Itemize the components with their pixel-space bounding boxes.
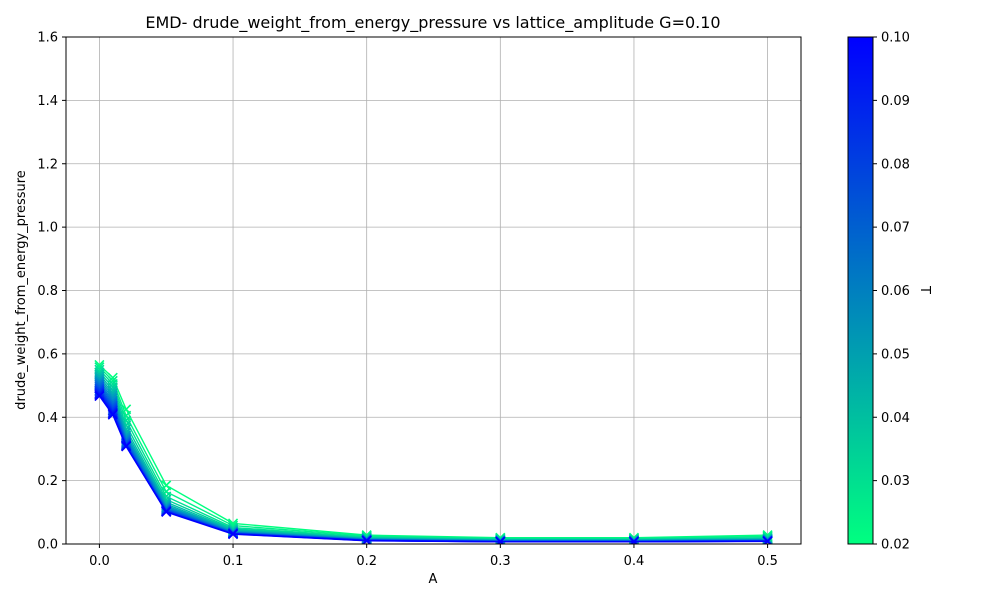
chart-title: EMD- drude_weight_from_energy_pressure v… (145, 13, 720, 33)
colorbar-tick-label: 0.08 (881, 157, 910, 172)
colorbar-tick-label: 0.03 (881, 474, 910, 489)
colorbar-tick-label: 0.06 (881, 284, 910, 299)
y-tick-label: 1.2 (37, 157, 58, 172)
data-point-marker (762, 536, 773, 544)
series-15 (94, 389, 773, 544)
y-tick-label: 0.8 (37, 284, 58, 299)
colorbar-tick-label: 0.10 (881, 31, 910, 46)
colorbar-tick-label: 0.07 (881, 221, 910, 236)
colorbar-ticks: 0.02 0.03 0.04 0.05 0.06 0.07 0.08 0.09 0.10 (873, 31, 910, 553)
x-axis-label: A (429, 572, 438, 587)
series-line (98, 374, 768, 541)
series-16 (94, 390, 773, 544)
y-axis: 0.0 0.2 0.4 0.6 0.8 1.0 1.2 1.4 1.6 (37, 31, 66, 553)
data-point-marker (161, 506, 172, 518)
x-tick-label: 0.5 (757, 554, 778, 569)
grid (66, 36, 801, 545)
series-line (98, 371, 768, 541)
x-tick-label: 0.1 (223, 554, 244, 569)
x-axis: 0.0 0.1 0.2 0.3 0.4 0.5 (89, 544, 778, 569)
y-tick-label: 1.6 (37, 31, 58, 46)
data-point-marker (94, 386, 105, 397)
data-point-marker (121, 441, 132, 452)
x-tick-label: 0.3 (490, 554, 511, 569)
y-tick-label: 0.6 (37, 347, 58, 362)
colorbar-tick-label: 0.05 (881, 347, 910, 362)
colorbar-tick-label: 0.02 (881, 538, 910, 553)
data-point-marker (94, 388, 105, 399)
colorbar-tick-label: 0.09 (881, 94, 910, 109)
data-point-marker (94, 389, 105, 400)
y-tick-label: 0.2 (37, 474, 58, 489)
series-group (94, 359, 773, 544)
y-tick-label: 0.4 (37, 411, 58, 426)
x-tick-label: 0.4 (624, 554, 645, 569)
data-point-marker (495, 536, 506, 544)
colorbar-tick-label: 0.04 (881, 411, 910, 426)
y-tick-label: 0.0 (37, 538, 58, 553)
colorbar-label: T (917, 285, 932, 294)
data-point-marker (94, 359, 105, 371)
data-point-marker (227, 529, 239, 540)
colorbar: 0.02 0.03 0.04 0.05 0.06 0.07 0.08 0.09 0.10 T (847, 31, 932, 553)
x-tick-label: 0.0 (89, 554, 110, 569)
data-point-marker (107, 409, 118, 420)
x-tick-label: 0.2 (356, 554, 377, 569)
y-tick-label: 1.0 (37, 221, 58, 236)
data-point-marker (94, 390, 105, 402)
data-point-marker (628, 536, 640, 544)
y-axis-label: drude_weight_from_energy_pressure (14, 170, 29, 410)
colorbar-gradient (847, 36, 874, 545)
y-tick-label: 1.4 (37, 94, 58, 109)
